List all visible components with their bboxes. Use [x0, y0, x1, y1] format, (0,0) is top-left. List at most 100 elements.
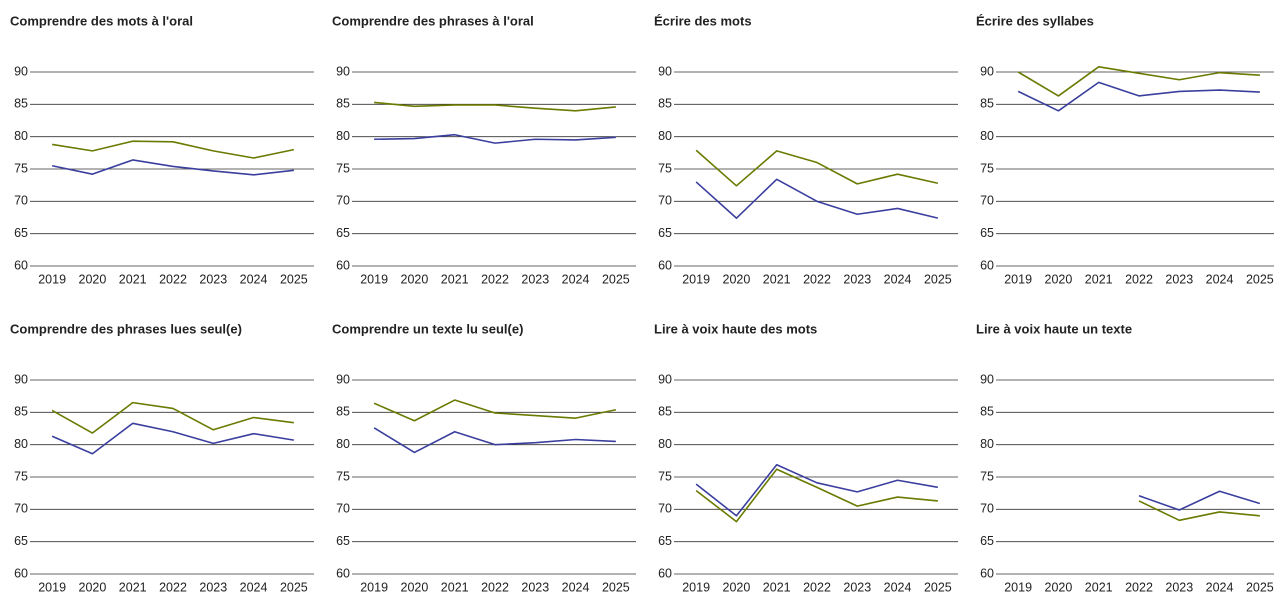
y-tick-label: 70 — [336, 502, 350, 516]
y-tick-label: 85 — [658, 97, 672, 111]
chart-title: Écrire des mots — [654, 13, 752, 28]
y-tick-label: 60 — [14, 566, 28, 580]
x-tick-label: 2024 — [884, 272, 912, 286]
x-tick-label: 2024 — [562, 580, 590, 593]
y-tick-label: 65 — [14, 226, 28, 240]
x-tick-label: 2023 — [521, 272, 549, 286]
y-tick-label: 70 — [336, 194, 350, 208]
x-tick-label: 2023 — [199, 580, 227, 593]
chart: Comprendre des mots à l'oral 60 65 70 75 80 85… — [10, 13, 314, 286]
y-tick-label: 60 — [14, 258, 28, 272]
y-tick-label: 70 — [14, 194, 28, 208]
y-tick-label: 65 — [336, 226, 350, 240]
x-tick-label: 2025 — [602, 580, 630, 593]
x-tick-label: 2024 — [1206, 580, 1234, 593]
chart-title: Lire à voix haute un texte — [976, 321, 1132, 336]
y-tick-label: 85 — [658, 405, 672, 419]
y-tick-label: 65 — [980, 226, 994, 240]
x-tick-label: 2025 — [1246, 580, 1274, 593]
series-line — [1138, 490, 1261, 511]
y-tick-label: 60 — [336, 258, 350, 272]
x-tick-label: 2024 — [562, 272, 590, 286]
x-tick-label: 2022 — [803, 580, 831, 593]
x-tick-label: 2021 — [119, 272, 147, 286]
x-tick-label: 2022 — [481, 272, 509, 286]
series-line — [51, 422, 294, 455]
chart: Comprendre des phrases lues seul(e) 60 65 7… — [10, 321, 314, 593]
chart-title: Comprendre un texte lu seul(e) — [332, 321, 523, 336]
x-tick-label: 2023 — [1165, 580, 1193, 593]
y-tick-label: 60 — [336, 566, 350, 580]
y-tick-label: 60 — [980, 258, 994, 272]
series-line — [1138, 500, 1260, 522]
series-line — [1017, 81, 1260, 112]
chart-title: Écrire des syllabes — [976, 13, 1094, 28]
x-tick-label: 2019 — [360, 272, 388, 286]
x-tick-label: 2023 — [1165, 272, 1193, 286]
x-tick-label: 2023 — [843, 580, 871, 593]
x-tick-label: 2025 — [1246, 272, 1274, 286]
y-tick-label: 85 — [980, 405, 994, 419]
x-tick-label: 2023 — [199, 272, 227, 286]
series-line — [373, 399, 617, 422]
chart-title: Comprendre des phrases à l'oral — [332, 13, 534, 28]
y-tick-label: 70 — [658, 194, 672, 208]
series-line — [695, 149, 939, 187]
y-tick-label: 90 — [980, 372, 994, 386]
y-tick-label: 60 — [658, 258, 672, 272]
y-tick-label: 90 — [658, 64, 672, 78]
chart-title: Comprendre des phrases lues seul(e) — [10, 321, 242, 336]
x-tick-label: 2021 — [1085, 580, 1113, 593]
x-tick-label: 2020 — [79, 272, 107, 286]
x-tick-label: 2022 — [159, 580, 187, 593]
x-tick-label: 2021 — [1085, 272, 1113, 286]
x-tick-label: 2020 — [1045, 272, 1073, 286]
x-tick-label: 2021 — [441, 580, 469, 593]
x-tick-label: 2021 — [441, 272, 469, 286]
y-tick-label: 85 — [336, 97, 350, 111]
x-tick-label: 2025 — [280, 272, 308, 286]
x-tick-label: 2025 — [602, 272, 630, 286]
series-line — [695, 468, 938, 523]
x-tick-label: 2021 — [763, 580, 791, 593]
x-tick-label: 2019 — [38, 580, 66, 593]
y-tick-label: 80 — [14, 437, 28, 451]
y-tick-label: 70 — [14, 502, 28, 516]
x-tick-label: 2019 — [360, 580, 388, 593]
y-tick-label: 75 — [658, 161, 672, 175]
series-line — [374, 133, 616, 144]
x-tick-label: 2022 — [803, 272, 831, 286]
x-tick-label: 2019 — [1004, 580, 1032, 593]
x-tick-label: 2022 — [1125, 580, 1153, 593]
series-line — [52, 140, 295, 159]
chart: Écrire des syllabes 60 65 70 75 80 85 90 2019 202… — [976, 13, 1274, 286]
y-tick-label: 90 — [14, 372, 28, 386]
x-tick-label: 2023 — [843, 272, 871, 286]
series-line — [695, 178, 939, 219]
y-tick-label: 80 — [336, 437, 350, 451]
x-tick-label: 2019 — [1004, 272, 1032, 286]
y-tick-label: 75 — [336, 161, 350, 175]
x-tick-label: 2025 — [924, 272, 952, 286]
x-tick-label: 2019 — [38, 272, 66, 286]
y-tick-label: 75 — [336, 469, 350, 483]
x-tick-label: 2024 — [240, 580, 268, 593]
x-tick-label: 2020 — [723, 272, 751, 286]
y-tick-label: 65 — [14, 534, 28, 548]
y-tick-label: 65 — [980, 534, 994, 548]
x-tick-label: 2019 — [682, 272, 710, 286]
y-tick-label: 90 — [336, 64, 350, 78]
y-tick-label: 75 — [980, 469, 994, 483]
x-tick-label: 2020 — [401, 580, 429, 593]
x-tick-label: 2024 — [240, 272, 268, 286]
y-tick-label: 75 — [658, 469, 672, 483]
x-tick-label: 2025 — [280, 580, 308, 593]
x-tick-label: 2020 — [79, 580, 107, 593]
x-tick-label: 2021 — [763, 272, 791, 286]
series-line — [373, 427, 616, 454]
chart: Comprendre des phrases à l'oral 60 65 70 75 8… — [332, 13, 636, 286]
y-tick-label: 90 — [980, 64, 994, 78]
x-tick-label: 2020 — [1045, 580, 1073, 593]
y-tick-label: 65 — [658, 534, 672, 548]
